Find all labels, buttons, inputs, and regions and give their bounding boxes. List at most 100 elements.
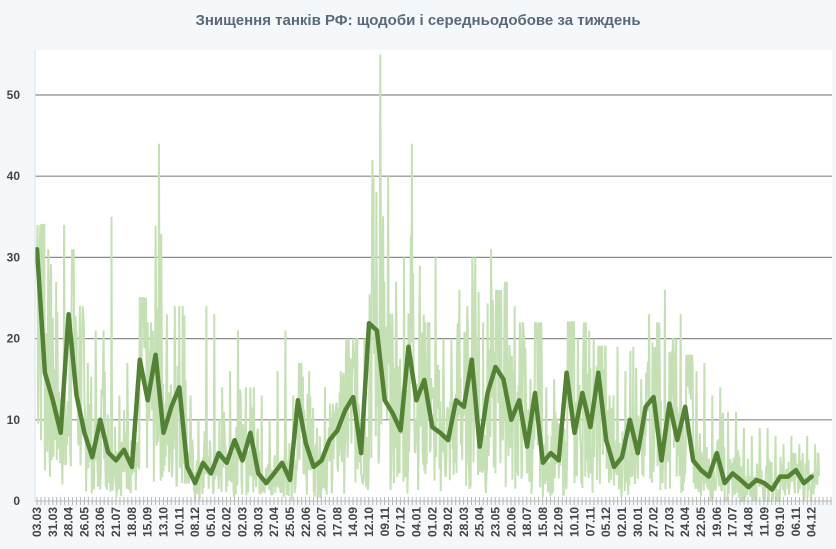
average-point xyxy=(478,445,482,449)
average-point xyxy=(612,465,616,469)
x-tick-label: 25.05 xyxy=(283,507,297,537)
y-tick-label: 50 xyxy=(7,88,21,102)
average-point xyxy=(810,475,814,479)
average-point xyxy=(762,481,766,485)
average-point xyxy=(620,455,624,459)
average-point xyxy=(525,445,529,449)
x-tick-label: 04.12 xyxy=(805,507,819,537)
average-point xyxy=(161,431,165,435)
x-tick-label: 20.06 xyxy=(504,507,518,537)
average-point xyxy=(327,438,331,442)
x-tick-label: 12.10 xyxy=(362,507,376,537)
daily-series-line xyxy=(36,54,820,504)
x-tick-label: 21.07 xyxy=(109,507,123,537)
average-point xyxy=(667,402,671,406)
average-point xyxy=(715,451,719,455)
x-tick-label: 06.11 xyxy=(789,507,803,537)
average-point xyxy=(399,428,403,432)
average-point xyxy=(67,312,71,316)
x-tick-label: 31.03 xyxy=(46,507,60,537)
average-point xyxy=(683,405,687,409)
average-point xyxy=(573,431,577,435)
x-tick-label: 27.03 xyxy=(662,507,676,537)
x-tick-label: 19.06 xyxy=(710,507,724,537)
average-point xyxy=(114,458,118,462)
average-point xyxy=(533,391,537,395)
average-point xyxy=(509,418,513,422)
average-point xyxy=(596,371,600,375)
average-point xyxy=(636,451,640,455)
average-point xyxy=(659,458,663,462)
x-tick-label: 17.07 xyxy=(726,507,740,537)
y-tick-label: 40 xyxy=(7,169,21,183)
average-point xyxy=(351,395,355,399)
average-point xyxy=(422,378,426,382)
average-point xyxy=(43,371,47,375)
average-point xyxy=(335,428,339,432)
average-point xyxy=(177,385,181,389)
average-point xyxy=(739,478,743,482)
x-tick-label: 14.08 xyxy=(741,507,755,537)
x-tick-label: 29.02 xyxy=(441,507,455,537)
average-point xyxy=(75,393,79,397)
y-tick-label: 20 xyxy=(7,332,21,346)
x-tick-label: 07.11 xyxy=(583,507,597,537)
average-point xyxy=(462,405,466,409)
x-tick-label: 13.10 xyxy=(156,507,170,537)
average-point xyxy=(343,408,347,412)
average-point xyxy=(264,481,268,485)
average-point xyxy=(241,458,245,462)
average-point xyxy=(154,353,158,357)
average-point xyxy=(312,465,316,469)
x-tick-label: 11.09 xyxy=(757,507,771,537)
average-point xyxy=(549,451,553,455)
x-tick-label: 30.01 xyxy=(631,507,645,537)
average-point xyxy=(98,418,102,422)
average-point xyxy=(90,455,94,459)
average-point xyxy=(446,438,450,442)
average-point xyxy=(193,481,197,485)
average-point xyxy=(138,358,142,362)
average-point xyxy=(707,475,711,479)
x-tick-label: 30.03 xyxy=(251,507,265,537)
x-tick-label: 08.12 xyxy=(188,507,202,537)
x-tick-label: 02.03 xyxy=(236,507,250,537)
average-point xyxy=(304,441,308,445)
chart-title: Знищення танків РФ: щодоби і середньодоб… xyxy=(195,12,641,29)
x-tick-label: 28.04 xyxy=(62,507,76,537)
average-point xyxy=(217,451,221,455)
x-tick-label: 03.03 xyxy=(30,507,44,537)
average-point xyxy=(169,405,173,409)
y-tick-label: 30 xyxy=(7,250,21,264)
x-tick-label: 01.02 xyxy=(425,507,439,537)
average-point xyxy=(723,481,727,485)
x-tick-label: 22.05 xyxy=(694,507,708,537)
x-tick-label: 26.05 xyxy=(77,507,91,537)
average-point xyxy=(256,471,260,475)
average-point xyxy=(407,345,411,349)
average-point xyxy=(272,471,276,475)
average-point xyxy=(746,485,750,489)
x-tick-label: 10.10 xyxy=(568,507,582,537)
average-point xyxy=(652,395,656,399)
average-point xyxy=(35,247,39,251)
x-tick-label: 10.11 xyxy=(172,507,186,537)
average-point xyxy=(786,475,790,479)
average-point xyxy=(438,431,442,435)
average-point xyxy=(185,465,189,469)
average-point xyxy=(225,461,229,465)
average-point xyxy=(691,458,695,462)
average-point xyxy=(375,328,379,332)
average-point xyxy=(794,468,798,472)
average-point xyxy=(320,458,324,462)
average-point xyxy=(122,448,126,452)
average-point xyxy=(130,465,134,469)
x-tick-label: 27.04 xyxy=(267,507,281,537)
x-tick-label: 27.02 xyxy=(647,507,661,537)
average-point xyxy=(802,481,806,485)
average-point xyxy=(209,471,213,475)
average-point xyxy=(280,461,284,465)
average-point xyxy=(628,418,632,422)
